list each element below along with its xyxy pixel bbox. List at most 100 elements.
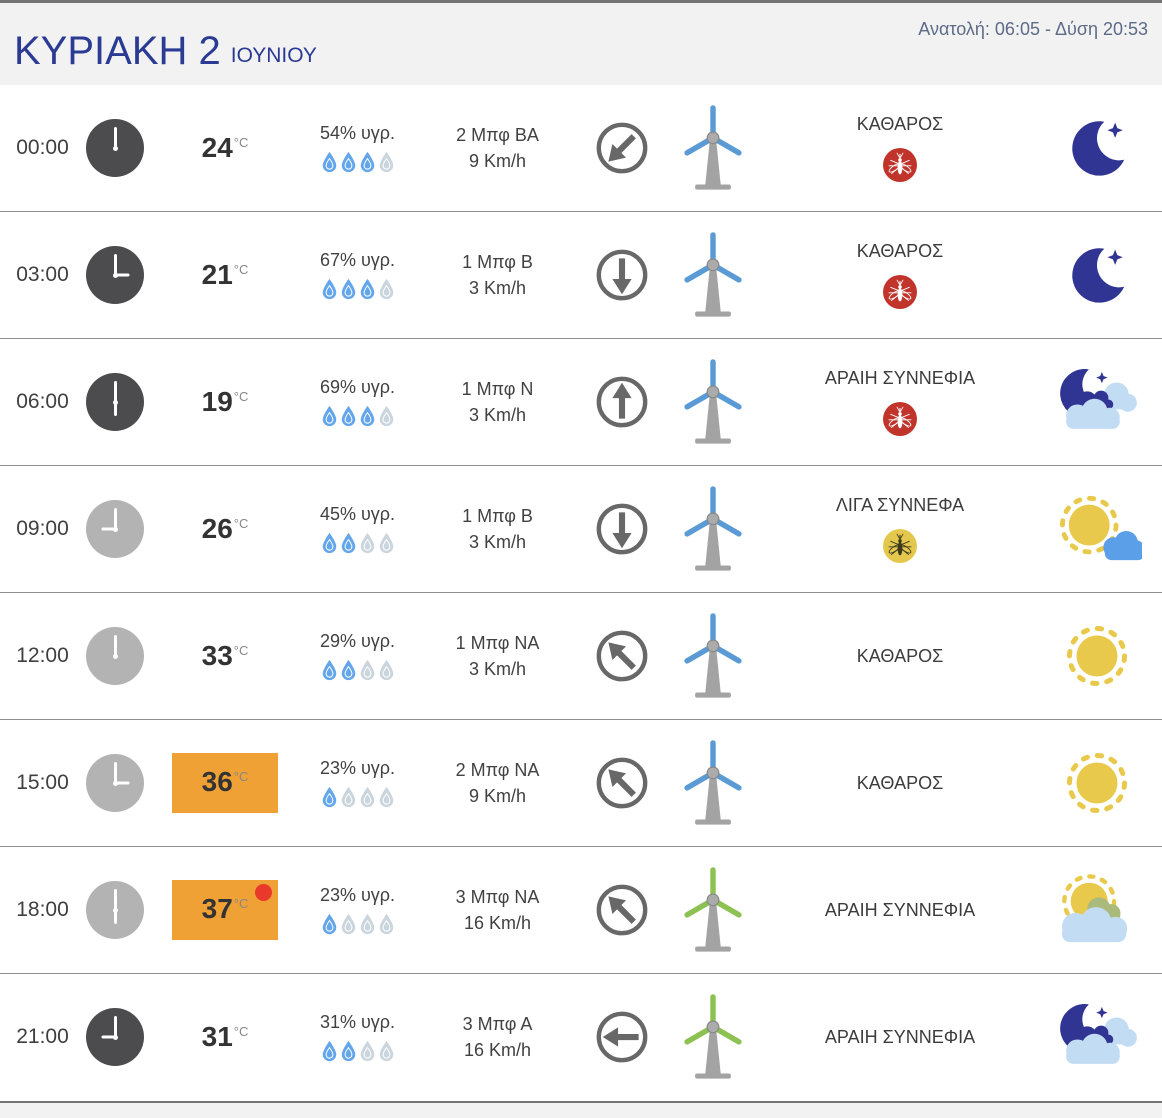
wind-speed-kmh: 16 Km/h (463, 1039, 532, 1060)
wind-turbine-icon (684, 486, 742, 571)
condition-label: ΚΑΘΑΡΟΣ (856, 645, 944, 666)
droplet-icon (360, 913, 374, 935)
clock-icon (86, 500, 144, 558)
droplet-icon (341, 786, 355, 808)
sky-condition-icon (1032, 750, 1162, 816)
mosquito-icon (883, 402, 917, 436)
temperature-unit: °C (233, 896, 249, 911)
temperature-value: 19 (201, 386, 233, 418)
droplet-icon (360, 1040, 374, 1062)
sky-condition-icon (1032, 492, 1162, 566)
mosquito-icon (882, 275, 917, 309)
heat-warning-dot-icon (255, 884, 272, 901)
wind-speed-bft: 3 Μπφ ΝΑ (455, 886, 540, 907)
forecast-rows: 00:00 24 °C 54% υγρ. (0, 85, 1162, 1101)
sun-cloud-icon (1060, 495, 1142, 561)
wind-speed-bft: 1 Μπφ Β (462, 251, 533, 272)
temperature-value: 26 (201, 513, 233, 545)
wind-speed-bft: 2 Μπφ ΝΑ (455, 759, 540, 780)
moon-icon (1072, 121, 1125, 176)
temperature-badge: 26 °C (186, 500, 265, 557)
wind-speed-kmh: 3 Km/h (468, 531, 526, 552)
droplet-icon (341, 659, 355, 681)
clock-minute-hand (113, 381, 117, 402)
droplet-icon (322, 151, 336, 173)
droplet-icon (379, 278, 393, 300)
sunrise-sunset-label: Ανατολή: 06:05 - Δύση 20:53 (918, 19, 1148, 39)
forecast-row: 03:00 21 °C 67% υγρ. (0, 212, 1162, 339)
wind-speed-kmh: 3 Km/h (468, 277, 526, 298)
time-label: 12:00 (16, 644, 69, 667)
droplet-icon (360, 405, 374, 427)
droplet-icon (360, 532, 374, 554)
humidity-label: 45% υγρ. (319, 504, 396, 524)
forecast-row: 06:00 19 °C 69% υγρ. (0, 339, 1162, 466)
time-label: 03:00 (16, 263, 69, 286)
wind-direction-icon (596, 122, 647, 174)
moon-icon (1072, 248, 1125, 303)
temperature-badge: 37 °C (172, 880, 278, 940)
humidity-label: 29% υγρ. (319, 631, 396, 651)
clock-minute-hand (113, 254, 117, 275)
humidity-drops-icon (321, 659, 395, 681)
droplet-icon (379, 786, 393, 808)
condition-label: ΚΑΘΑΡΟΣ (856, 114, 944, 134)
temperature-unit: °C (233, 643, 249, 659)
mosquito-icon (882, 148, 917, 182)
wind-speed-bft: 1 Μπφ Β (462, 505, 533, 526)
droplet-icon (322, 659, 336, 681)
moon-cloud-icon (1060, 369, 1137, 429)
droplet-icon (322, 1040, 336, 1062)
condition-label: ΑΡΑΙΗ ΣΥΝΝΕΦΙΑ (824, 899, 976, 920)
droplet-icon (322, 913, 336, 935)
temperature-unit: °C (233, 516, 249, 532)
droplet-icon (379, 405, 393, 427)
sun-behind-clouds-icon (1061, 874, 1128, 943)
humidity-label: 23% υγρ. (319, 885, 396, 905)
condition-label: ΑΡΑΙΗ ΣΥΝΝΕΦΙΑ (824, 1026, 976, 1047)
humidity-label: 54% υγρ. (319, 123, 396, 143)
sun-icon (1067, 753, 1127, 813)
wind-direction-icon (596, 249, 647, 301)
condition-label: ΑΡΑΙΗ ΣΥΝΝΕΦΙΑ (824, 368, 976, 388)
temperature-badge: 36 °C (172, 753, 278, 813)
droplet-icon (341, 278, 355, 300)
forecast-row: 00:00 24 °C 54% υγρ. (0, 85, 1162, 212)
wind-speed-kmh: 9 Km/h (468, 785, 526, 806)
droplet-icon (341, 913, 355, 935)
wind-direction-icon (596, 630, 647, 682)
wind-speed-kmh: 9 Km/h (468, 150, 526, 171)
droplet-icon (360, 151, 374, 173)
clock-minute-hand (113, 508, 117, 529)
humidity-drops-icon (321, 913, 395, 935)
forecast-row: 21:00 31 °C 31% υγρ. (0, 974, 1162, 1100)
humidity-label: 31% υγρ. (319, 1012, 396, 1032)
temperature-unit: °C (233, 135, 249, 151)
sky-condition-icon (1032, 246, 1162, 304)
wind-direction-icon (596, 884, 647, 936)
temperature-unit: °C (233, 1024, 249, 1040)
time-label: 06:00 (16, 390, 69, 413)
clock-icon (86, 627, 144, 685)
humidity-label: 67% υγρ. (319, 250, 396, 270)
wind-speed-bft: 2 Μπφ ΒΑ (456, 124, 539, 145)
humidity-label: 69% υγρ. (319, 377, 396, 397)
sky-condition-icon (1032, 623, 1162, 689)
moon-cloud-icon (1060, 1004, 1137, 1064)
wind-turbine-icon (684, 359, 742, 444)
humidity-drops-icon (321, 786, 395, 808)
day-title: ΚΥΡΙΑΚΗ 2 (14, 29, 221, 73)
clock-minute-hand (113, 762, 117, 783)
time-label: 21:00 (16, 1025, 69, 1048)
humidity-drops-icon (321, 278, 395, 300)
clock-icon (86, 373, 144, 431)
droplet-icon (322, 786, 336, 808)
wind-speed-kmh: 3 Km/h (468, 658, 526, 679)
clock-icon (86, 881, 144, 939)
wind-turbine-icon (684, 105, 742, 190)
droplet-icon (379, 1040, 393, 1062)
sky-condition-icon (1032, 367, 1162, 437)
mosquito-icon (882, 529, 917, 563)
humidity-label: 23% υγρ. (319, 758, 396, 778)
